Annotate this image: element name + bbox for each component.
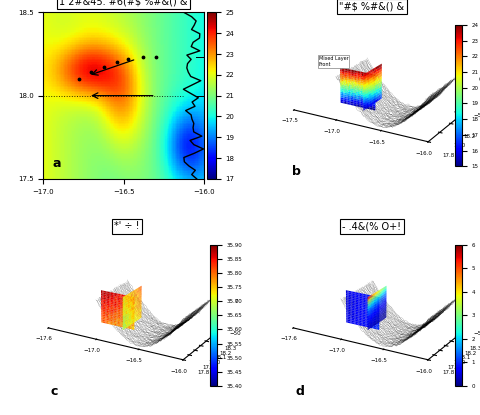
Title: 1 2#&45. #6(#$ %#&() &: 1 2#&45. #6(#$ %#&() &: [59, 0, 188, 6]
Text: d: d: [295, 385, 304, 398]
Title: "#$ %#&() &: "#$ %#&() &: [339, 2, 404, 12]
Point: [152, 54, 159, 61]
Title: *' ÷ !: *' ÷ !: [114, 221, 140, 231]
Text: c: c: [50, 385, 58, 398]
Text: Mixed Layer
Front: Mixed Layer Front: [319, 56, 348, 67]
Title: - .4&(% O+!: - .4&(% O+!: [342, 221, 401, 231]
Point: [87, 69, 95, 76]
Point: [124, 56, 132, 62]
Point: [100, 64, 108, 71]
Point: [139, 54, 146, 61]
Point: [75, 76, 83, 82]
Text: b: b: [292, 166, 301, 178]
Text: a: a: [53, 157, 61, 170]
Point: [113, 59, 121, 66]
